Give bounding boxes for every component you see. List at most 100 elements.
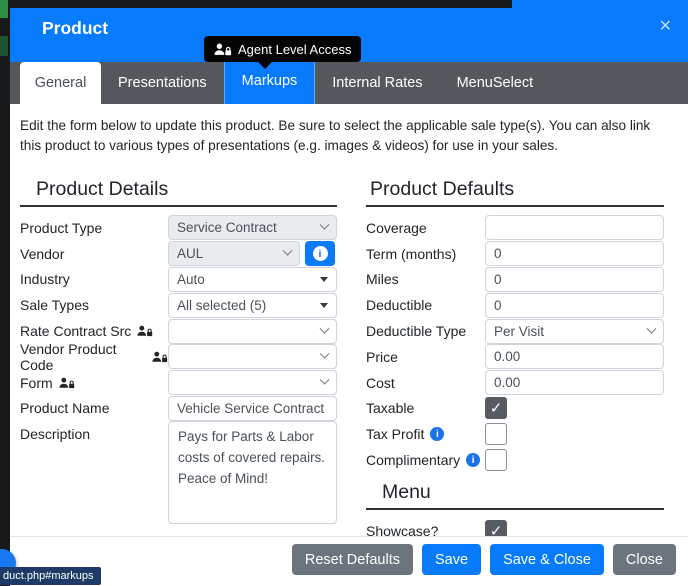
term-input[interactable] — [485, 241, 664, 267]
chevron-down-icon — [319, 374, 330, 385]
tab-menuselect[interactable]: MenuSelect — [456, 75, 534, 91]
vendor-select[interactable]: AUL — [168, 241, 300, 267]
product-type-label: Product Type — [20, 219, 103, 236]
status-url-text: duct.php#markups — [3, 570, 94, 582]
coverage-input[interactable] — [485, 215, 664, 241]
intro-text: Edit the form below to update this produ… — [20, 118, 651, 154]
info-icon: i — [312, 246, 328, 262]
field-row-deductible: Deductible — [366, 292, 664, 318]
field-row-rate-contract-src: Rate Contract Src — [20, 318, 337, 344]
field-row-vendor: Vendor AUL i — [20, 241, 337, 267]
save-and-close-button[interactable]: Save & Close — [490, 544, 604, 575]
background-page-fragment — [0, 0, 8, 18]
chevron-down-icon — [282, 245, 293, 256]
modal-body: Edit the form below to update this produ… — [10, 104, 688, 536]
form-label: Form — [20, 375, 168, 391]
close-button[interactable]: Close — [612, 544, 676, 575]
deductible-type-label: Deductible Type — [366, 323, 467, 340]
close-icon[interactable]: ✕ — [658, 18, 672, 35]
rate-contract-src-label: Rate Contract Src — [20, 323, 168, 339]
info-icon[interactable]: i — [466, 453, 481, 468]
showcase-checkbox[interactable] — [485, 519, 507, 536]
product-name-label: Product Name — [20, 400, 110, 417]
field-row-product-type: Product Type Service Contract — [20, 215, 337, 241]
taxable-checkbox[interactable] — [485, 397, 507, 420]
tab-presentations[interactable]: Presentations — [118, 75, 207, 91]
reset-defaults-button[interactable]: Reset Defaults — [291, 544, 413, 575]
price-label: Price — [366, 348, 398, 365]
page-backdrop-top — [0, 0, 512, 8]
tax-profit-label: Tax Profit i — [366, 426, 485, 442]
caret-down-icon — [320, 302, 328, 308]
miles-label: Miles — [366, 271, 399, 288]
tooltip-text: Agent Level Access — [238, 41, 352, 57]
vendor-label: Vendor — [20, 245, 65, 262]
field-row-coverage: Coverage — [366, 215, 664, 241]
product-details-section: Product Details Product Type Service Con… — [20, 178, 337, 529]
agent-level-access-tooltip: Agent Level Access — [204, 36, 362, 62]
section-divider — [366, 507, 664, 510]
product-type-select[interactable]: Service Contract — [168, 215, 337, 241]
complimentary-label: Complimentary i — [366, 452, 485, 468]
price-input[interactable] — [485, 344, 664, 370]
tab-markups[interactable]: Markups — [223, 56, 316, 104]
person-lock-icon — [152, 351, 168, 363]
section-heading-product-defaults: Product Defaults — [370, 178, 515, 200]
vendor-info-button[interactable]: i — [305, 241, 335, 267]
field-row-term: Term (months) — [366, 241, 664, 267]
tab-general[interactable]: General — [20, 62, 101, 104]
tax-profit-checkbox[interactable] — [485, 423, 507, 446]
field-row-description: Description Pays for Parts & Labor costs… — [20, 421, 337, 529]
field-row-cost: Cost — [366, 370, 664, 396]
tab-internal-rates[interactable]: Internal Rates — [332, 75, 423, 91]
industry-label: Industry — [20, 271, 70, 288]
cost-input[interactable] — [485, 370, 664, 396]
tab-bar: General Presentations Markups Internal R… — [10, 56, 688, 104]
browser-status-bar: duct.php#markups — [0, 567, 101, 585]
field-row-showcase: Showcase? — [366, 518, 664, 536]
chevron-down-icon — [646, 323, 657, 334]
field-row-miles: Miles — [366, 266, 664, 293]
field-row-tax-profit: Tax Profit i — [366, 421, 664, 447]
deductible-input[interactable] — [485, 292, 664, 318]
chevron-down-icon — [319, 349, 330, 359]
term-label: Term (months) — [366, 245, 457, 262]
vendor-product-code-label: Vendor Product Code — [20, 341, 168, 373]
person-lock-icon — [59, 377, 75, 389]
sale-types-dropdown[interactable]: All selected (5) — [168, 292, 337, 318]
vendor-product-code-select[interactable] — [168, 344, 337, 370]
section-divider — [20, 205, 337, 207]
product-name-input[interactable] — [168, 395, 337, 421]
section-divider — [366, 205, 664, 207]
section-heading-menu: Menu — [382, 480, 431, 503]
field-row-form: Form — [20, 370, 337, 396]
chevron-down-icon — [319, 220, 330, 231]
sale-types-label: Sale Types — [20, 297, 90, 314]
field-row-taxable: Taxable — [366, 396, 664, 422]
save-button[interactable]: Save — [422, 544, 482, 575]
person-lock-icon — [214, 43, 232, 56]
field-row-complimentary: Complimentary i — [366, 447, 664, 473]
info-icon[interactable]: i — [430, 427, 445, 442]
miles-input[interactable] — [485, 266, 664, 292]
description-textarea[interactable]: Pays for Parts & Labor costs of covered … — [168, 421, 337, 525]
form-select[interactable] — [168, 370, 337, 396]
showcase-label: Showcase? — [366, 522, 439, 536]
field-row-price: Price — [366, 344, 664, 370]
field-row-industry: Industry Auto — [20, 266, 337, 293]
person-lock-icon — [137, 325, 153, 337]
industry-dropdown[interactable]: Auto — [168, 266, 337, 292]
page-backdrop-left — [0, 0, 10, 586]
description-label: Description — [20, 426, 91, 443]
rate-contract-src-select[interactable] — [168, 318, 337, 344]
complimentary-checkbox[interactable] — [485, 449, 507, 472]
modal-title: Product — [42, 18, 109, 38]
deductible-type-select[interactable]: Per Visit — [485, 318, 664, 344]
background-page-fragment — [0, 36, 8, 56]
cost-label: Cost — [366, 374, 395, 391]
tooltip-arrow — [258, 62, 272, 69]
modal-footer: Reset Defaults Save Save & Close Close — [10, 536, 688, 586]
field-row-sale-types: Sale Types All selected (5) — [20, 292, 337, 318]
field-row-product-name: Product Name — [20, 395, 337, 422]
chevron-down-icon — [319, 323, 330, 334]
